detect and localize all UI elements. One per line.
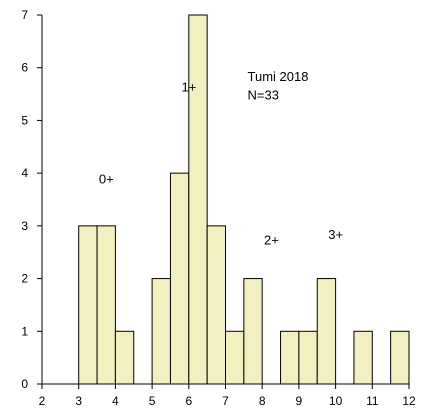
bar-13	[390, 330, 410, 385]
x-tick-label-2: 2	[39, 394, 46, 408]
y-tick-label-5: 5	[21, 113, 28, 127]
x-tick-label-6: 6	[185, 394, 192, 408]
bar-3	[151, 278, 171, 385]
annotation-1: 1+	[181, 79, 196, 94]
bar-11	[316, 278, 337, 385]
bar-1	[96, 225, 116, 385]
annotation-0: 0+	[99, 172, 114, 187]
bar-8	[243, 278, 263, 385]
bar-0	[78, 225, 98, 385]
y-tick-label-3: 3	[21, 219, 28, 233]
x-tick-label-11: 11	[366, 394, 379, 408]
bar-10	[298, 330, 318, 385]
y-tick-label-1: 1	[21, 324, 28, 338]
y-tick-label-7: 7	[21, 8, 28, 22]
bars-layer	[78, 14, 410, 385]
annotation-3: 3+	[328, 227, 343, 242]
x-tick-label-9: 9	[296, 394, 303, 408]
x-tick-label-10: 10	[329, 394, 343, 408]
annotation-5: N=33	[248, 87, 279, 102]
x-tick-label-8: 8	[259, 394, 266, 408]
y-tick-label-2: 2	[21, 272, 28, 286]
annotation-4: Tumi 2018	[248, 69, 309, 84]
x-tick-label-5: 5	[149, 394, 156, 408]
y-tick-label-6: 6	[21, 61, 28, 75]
x-tick-label-12: 12	[402, 394, 416, 408]
bar-4	[169, 172, 190, 385]
x-tick-label-7: 7	[222, 394, 229, 408]
bar-2	[114, 330, 135, 385]
bar-5	[188, 14, 208, 385]
x-tick-label-4: 4	[112, 394, 119, 408]
bar-12	[353, 330, 373, 385]
bar-7	[225, 330, 245, 385]
x-tick-label-3: 3	[75, 394, 82, 408]
y-tick-label-4: 4	[21, 166, 28, 180]
y-tick-label-0: 0	[21, 377, 28, 391]
bar-6	[206, 225, 226, 385]
annotations-layer: 0+ 1+ 2+ 3+ Tumi 2018 N=33	[99, 69, 343, 247]
bar-9	[280, 330, 300, 385]
annotation-2: 2+	[264, 232, 279, 247]
